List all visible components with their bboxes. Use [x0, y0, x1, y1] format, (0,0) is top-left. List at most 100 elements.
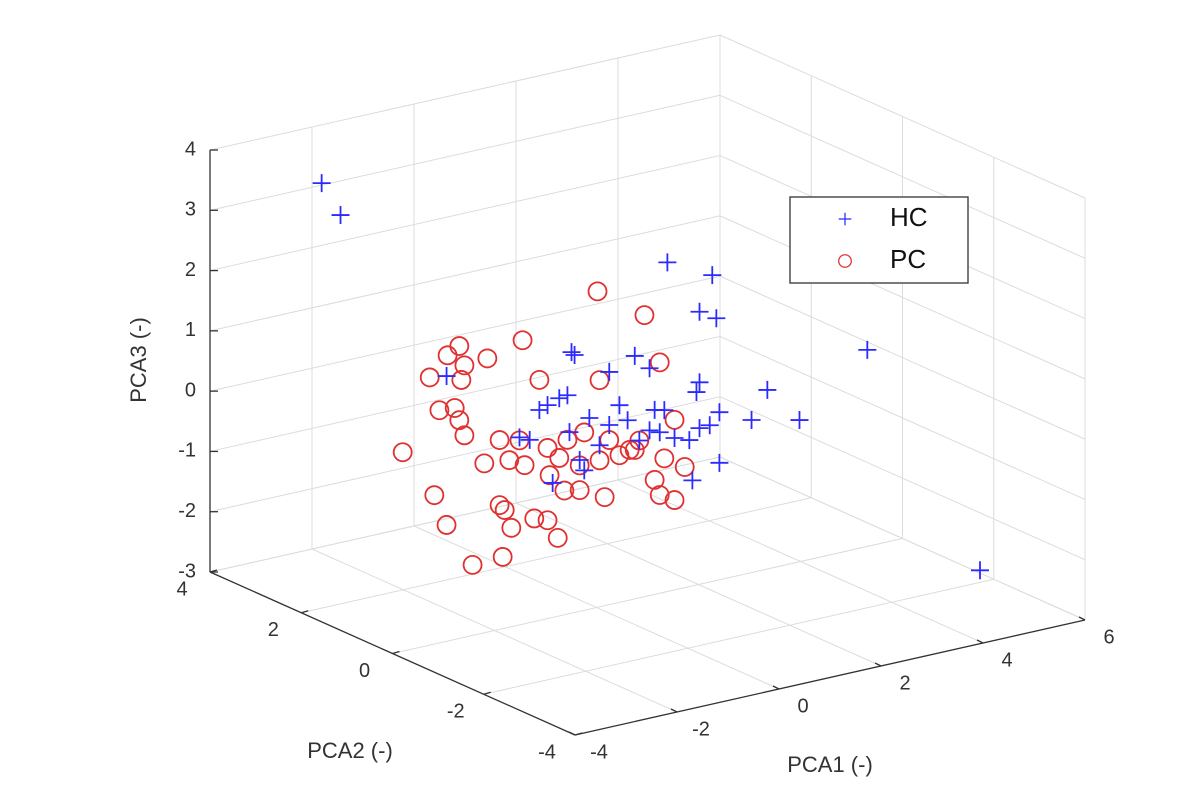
- x-axis-line: [574, 619, 1086, 736]
- data-point: [625, 346, 644, 365]
- data-point: [562, 343, 581, 362]
- data-point: [454, 355, 475, 376]
- data-point: [658, 253, 677, 272]
- data-point: [790, 411, 809, 430]
- data-point: [565, 346, 584, 365]
- data-point: [477, 348, 498, 369]
- y-tick-label: 0: [359, 660, 370, 682]
- data-point: [530, 400, 549, 419]
- data-point: [537, 510, 558, 531]
- data-point: [451, 370, 472, 390]
- data-point: [742, 411, 761, 430]
- z-tick-label: 0: [185, 379, 196, 401]
- data-point: [600, 362, 619, 381]
- tick-mark: [874, 662, 882, 667]
- x-axis-label: PCA1 (-): [787, 752, 873, 777]
- data-point: [710, 403, 729, 422]
- z-tick-label: -1: [178, 440, 196, 462]
- x-tick-label: 4: [1001, 649, 1012, 671]
- y-tick-label: -4: [538, 741, 556, 763]
- z-tick-label: -3: [178, 560, 196, 582]
- data-point: [549, 448, 570, 468]
- grid-line: [209, 456, 721, 573]
- grid-line: [719, 34, 1086, 199]
- data-point: [429, 400, 450, 421]
- data-point: [539, 465, 560, 486]
- legend-marker: [838, 254, 852, 268]
- data-point: [514, 455, 535, 476]
- x-tick-label: 0: [797, 695, 808, 717]
- tick-mark: [568, 731, 576, 736]
- data-point: [560, 423, 579, 442]
- data-point: [650, 423, 669, 442]
- x-tick-label: 6: [1103, 626, 1114, 648]
- data-point: [687, 383, 706, 402]
- data-point: [537, 438, 558, 458]
- y-tick-label: -2: [447, 701, 465, 723]
- x-tick-label: -4: [590, 741, 608, 763]
- data-point: [492, 547, 513, 567]
- data-point: [618, 411, 637, 430]
- data-point: [392, 442, 413, 463]
- data-point: [436, 515, 457, 535]
- legend-text: HC: [890, 202, 928, 232]
- tick-mark: [483, 691, 491, 695]
- data-point: [680, 431, 699, 450]
- axes: -3 -2 -1 0 1 2 3 4 -4 -2 0 2 4 -4 -2 0 2 4 6: [176, 138, 1114, 763]
- data-point: [630, 431, 649, 450]
- marks: [312, 174, 989, 580]
- data-point: [554, 480, 575, 501]
- z-tick-label: -2: [178, 500, 196, 522]
- grid-line: [209, 34, 721, 151]
- data-point: [683, 471, 702, 490]
- data-point: [557, 429, 578, 450]
- data-point: [529, 369, 550, 390]
- data-point: [587, 281, 608, 302]
- legend-text: PC: [890, 244, 926, 274]
- data-point: [690, 419, 709, 438]
- grid-line: [209, 215, 721, 332]
- data-point: [619, 440, 640, 460]
- data-point: [543, 473, 562, 492]
- data-point: [649, 352, 670, 373]
- grid-line: [209, 396, 721, 513]
- z-tick-label: 2: [185, 259, 196, 281]
- data-point: [312, 174, 331, 193]
- data-point: [580, 409, 599, 428]
- grid-line: [301, 497, 812, 614]
- data-point: [710, 453, 729, 472]
- data-point: [524, 508, 545, 529]
- data-point: [590, 436, 609, 455]
- data-point: [640, 359, 659, 378]
- grid-line: [392, 538, 903, 654]
- data-point: [644, 469, 665, 490]
- data-point: [575, 461, 594, 480]
- data-point: [634, 305, 655, 326]
- data-point: [570, 450, 589, 469]
- tick-mark: [301, 610, 309, 614]
- data-point: [494, 500, 515, 520]
- data-point: [489, 495, 510, 516]
- data-point: [454, 425, 475, 446]
- data-point: [501, 517, 522, 538]
- data-point: [462, 555, 483, 575]
- tick-mark: [209, 569, 218, 573]
- tick-mark: [772, 685, 780, 690]
- data-point: [703, 266, 722, 285]
- grid-line: [719, 275, 1086, 440]
- data-point: [520, 430, 539, 449]
- data-point: [649, 485, 670, 505]
- data-point: [424, 485, 445, 506]
- data-point: [594, 487, 615, 508]
- data-point: [419, 367, 440, 388]
- tick-mark: [574, 732, 583, 736]
- data-point: [538, 396, 557, 415]
- data-point: [640, 421, 659, 440]
- grid-line: [483, 578, 994, 695]
- y-tick-label: 2: [268, 619, 279, 641]
- z-tick-label: 1: [185, 319, 196, 341]
- data-point: [449, 410, 470, 431]
- grid-line: [209, 94, 721, 211]
